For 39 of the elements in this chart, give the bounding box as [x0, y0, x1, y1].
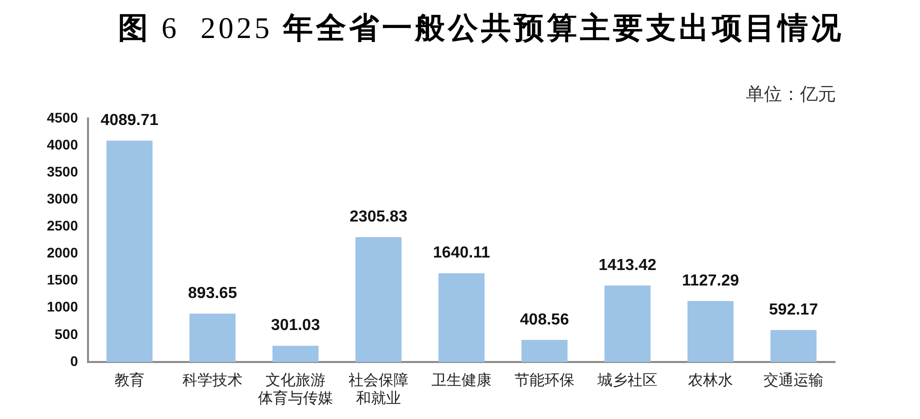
y-tick-label: 0 [70, 352, 78, 369]
y-tick-label: 4500 [46, 109, 78, 126]
bar [272, 346, 319, 362]
bar [438, 273, 485, 362]
data-label: 2305.83 [350, 208, 408, 226]
x-tick-label: 城乡社区 [596, 372, 658, 389]
data-label: 301.03 [271, 317, 320, 334]
x-tick-label: 节能环保 [514, 372, 574, 389]
data-label: 4089.71 [100, 112, 159, 130]
y-tick-label: 500 [54, 326, 78, 342]
y-tick-label: 3000 [46, 190, 78, 206]
data-label: 592.17 [769, 301, 818, 318]
x-tick-label: 农林水 [688, 372, 733, 389]
data-label: 1640.11 [433, 244, 490, 262]
x-tick-label: 卫生健康 [432, 372, 492, 389]
x-tick-label: 文化旅游体育与传媒 [258, 372, 333, 407]
data-label: 893.65 [188, 285, 238, 302]
y-tick-label: 2500 [46, 218, 78, 234]
y-tick-label: 2000 [46, 244, 78, 261]
bar [604, 285, 651, 362]
data-label: 1127.29 [682, 272, 740, 290]
y-tick-label: 1500 [46, 272, 78, 288]
chart-title: 图 6 2025 年全省一般公共预算主要支出项目情况 [118, 12, 844, 45]
bar [189, 314, 236, 362]
x-tick-label: 交通运输 [764, 372, 824, 389]
bar [770, 330, 817, 362]
text: 单位：亿元 [746, 83, 836, 106]
data-label: 408.56 [520, 311, 570, 328]
bar [106, 140, 153, 362]
y-tick-label: 4000 [46, 136, 78, 152]
x-tick-label: 科学技术 [182, 372, 242, 389]
y-tick-label: 1000 [46, 298, 78, 315]
bar [355, 237, 402, 362]
x-tick-label: 社会保障和就业 [348, 372, 408, 407]
y-tick-label: 3500 [46, 163, 78, 180]
bar [687, 300, 734, 362]
bar [521, 340, 568, 362]
data-label: 1413.42 [598, 256, 657, 274]
x-tick-label: 教育 [114, 372, 144, 389]
